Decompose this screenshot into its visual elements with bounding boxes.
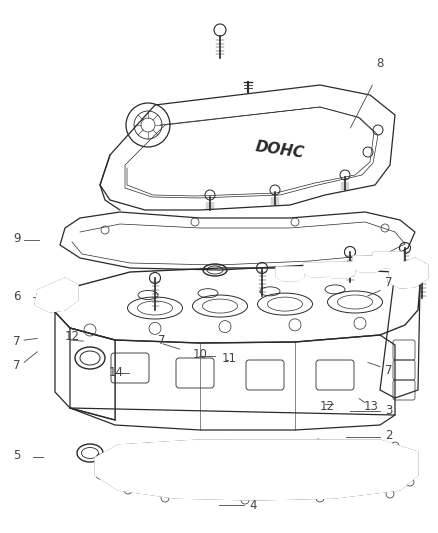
Polygon shape <box>373 252 403 268</box>
Polygon shape <box>304 263 332 277</box>
Text: 4: 4 <box>250 499 257 512</box>
Text: 9: 9 <box>13 232 21 245</box>
Polygon shape <box>353 256 383 272</box>
Polygon shape <box>276 267 304 281</box>
Text: 7: 7 <box>13 359 21 372</box>
Text: DOHC: DOHC <box>254 139 306 161</box>
Text: 7: 7 <box>385 276 393 289</box>
Text: 12: 12 <box>320 400 335 413</box>
Polygon shape <box>388 258 428 288</box>
Text: 5: 5 <box>13 449 21 462</box>
Text: 8: 8 <box>377 58 384 70</box>
Text: 7: 7 <box>13 335 21 348</box>
Text: 7: 7 <box>158 334 165 346</box>
Polygon shape <box>35 278 78 312</box>
Text: 13: 13 <box>364 400 378 413</box>
Text: 3: 3 <box>385 404 393 417</box>
Text: 6: 6 <box>13 290 21 303</box>
Text: 10: 10 <box>193 348 208 361</box>
Text: 2: 2 <box>385 430 393 442</box>
Text: 14: 14 <box>109 366 124 378</box>
Text: 7: 7 <box>385 364 393 377</box>
Polygon shape <box>95 440 418 500</box>
Text: 11: 11 <box>221 352 236 365</box>
Polygon shape <box>325 262 355 278</box>
Text: 12: 12 <box>65 330 80 343</box>
